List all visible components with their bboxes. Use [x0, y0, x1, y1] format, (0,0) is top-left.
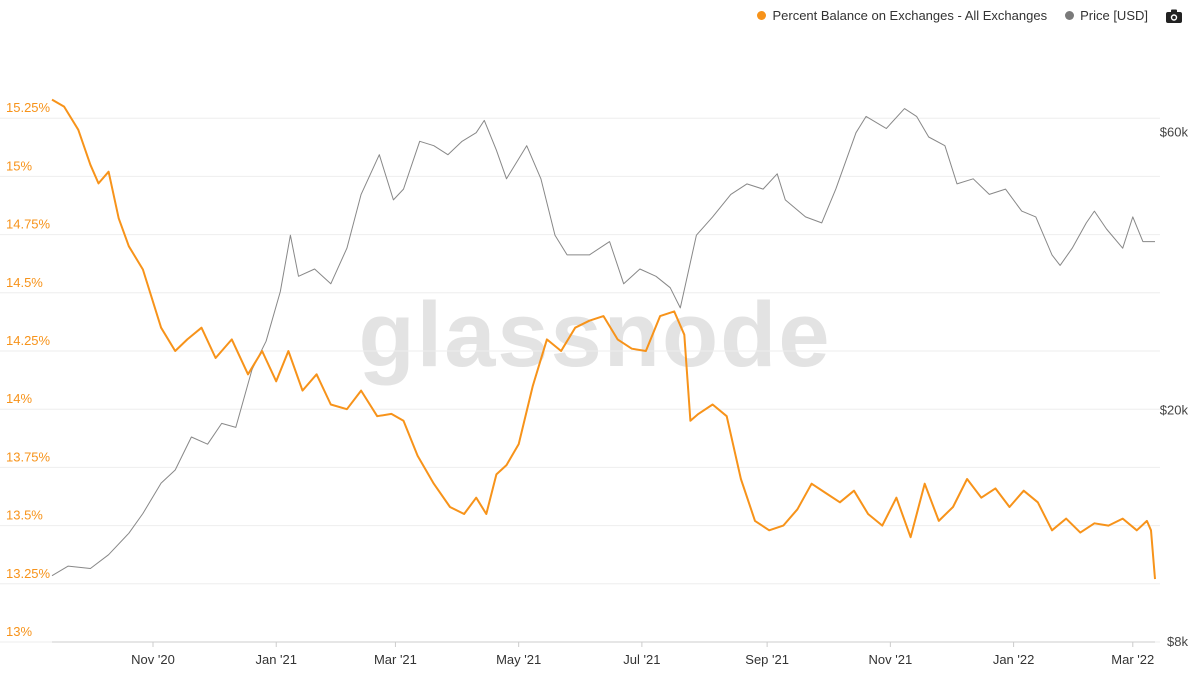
- x-tick-label: Jan '22: [993, 652, 1035, 667]
- y-left-tick-label: 14%: [6, 391, 32, 406]
- y-right-tick-label: $60k: [1160, 125, 1189, 140]
- series-lines: [51, 98, 1156, 580]
- x-tick-label: May '21: [496, 652, 541, 667]
- legend-swatch-price: [1065, 11, 1075, 20]
- legend-label-exchange-balance: Percent Balance on Exchanges - All Excha…: [772, 8, 1048, 23]
- y-axis-right: $60k $20k $8k: [1160, 125, 1189, 649]
- x-tick-label: Nov '21: [869, 652, 913, 667]
- y-left-tick-label: 14.75%: [6, 217, 51, 232]
- legend-swatch-exchange-balance: [757, 11, 767, 20]
- x-tick-label: Jan '21: [255, 652, 297, 667]
- x-tick-label: Jul '21: [623, 652, 660, 667]
- y-axis-left: 15.25% 15% 14.75% 14.5% 14.25% 14% 13.75% 13.5%…: [6, 100, 51, 639]
- chart-legend: Percent Balance on Exchanges - All Excha…: [757, 8, 1182, 23]
- y-left-tick-label: 15%: [6, 158, 32, 173]
- y-left-tick-label: 13.25%: [6, 566, 51, 581]
- camera-icon[interactable]: [1166, 9, 1182, 23]
- x-axis: Nov '20 Jan '21 Mar '21 May '21 Jul '21 Sep '…: [52, 641, 1155, 667]
- y-left-tick-label: 14.25%: [6, 333, 51, 348]
- exchange-balance-series-line: [51, 98, 1156, 580]
- x-tick-label: Nov '20: [131, 652, 175, 667]
- y-right-tick-label: $20k: [1160, 402, 1189, 417]
- y-right-tick-label: $8k: [1167, 634, 1188, 649]
- x-tick-label: Sep '21: [745, 652, 789, 667]
- legend-item-price[interactable]: Price [USD]: [1065, 8, 1148, 23]
- y-left-tick-label: 13%: [6, 624, 32, 639]
- y-left-tick-label: 14.5%: [6, 275, 43, 290]
- legend-label-price: Price [USD]: [1080, 8, 1148, 23]
- watermark: glassnode: [358, 284, 831, 386]
- legend-item-exchange-balance[interactable]: Percent Balance on Exchanges - All Excha…: [757, 8, 1047, 23]
- x-tick-label: Mar '22: [1111, 652, 1154, 667]
- x-tick-label: Mar '21: [374, 652, 417, 667]
- y-left-tick-label: 15.25%: [6, 100, 51, 115]
- y-left-tick-label: 13.5%: [6, 508, 43, 523]
- y-left-tick-label: 13.75%: [6, 449, 51, 464]
